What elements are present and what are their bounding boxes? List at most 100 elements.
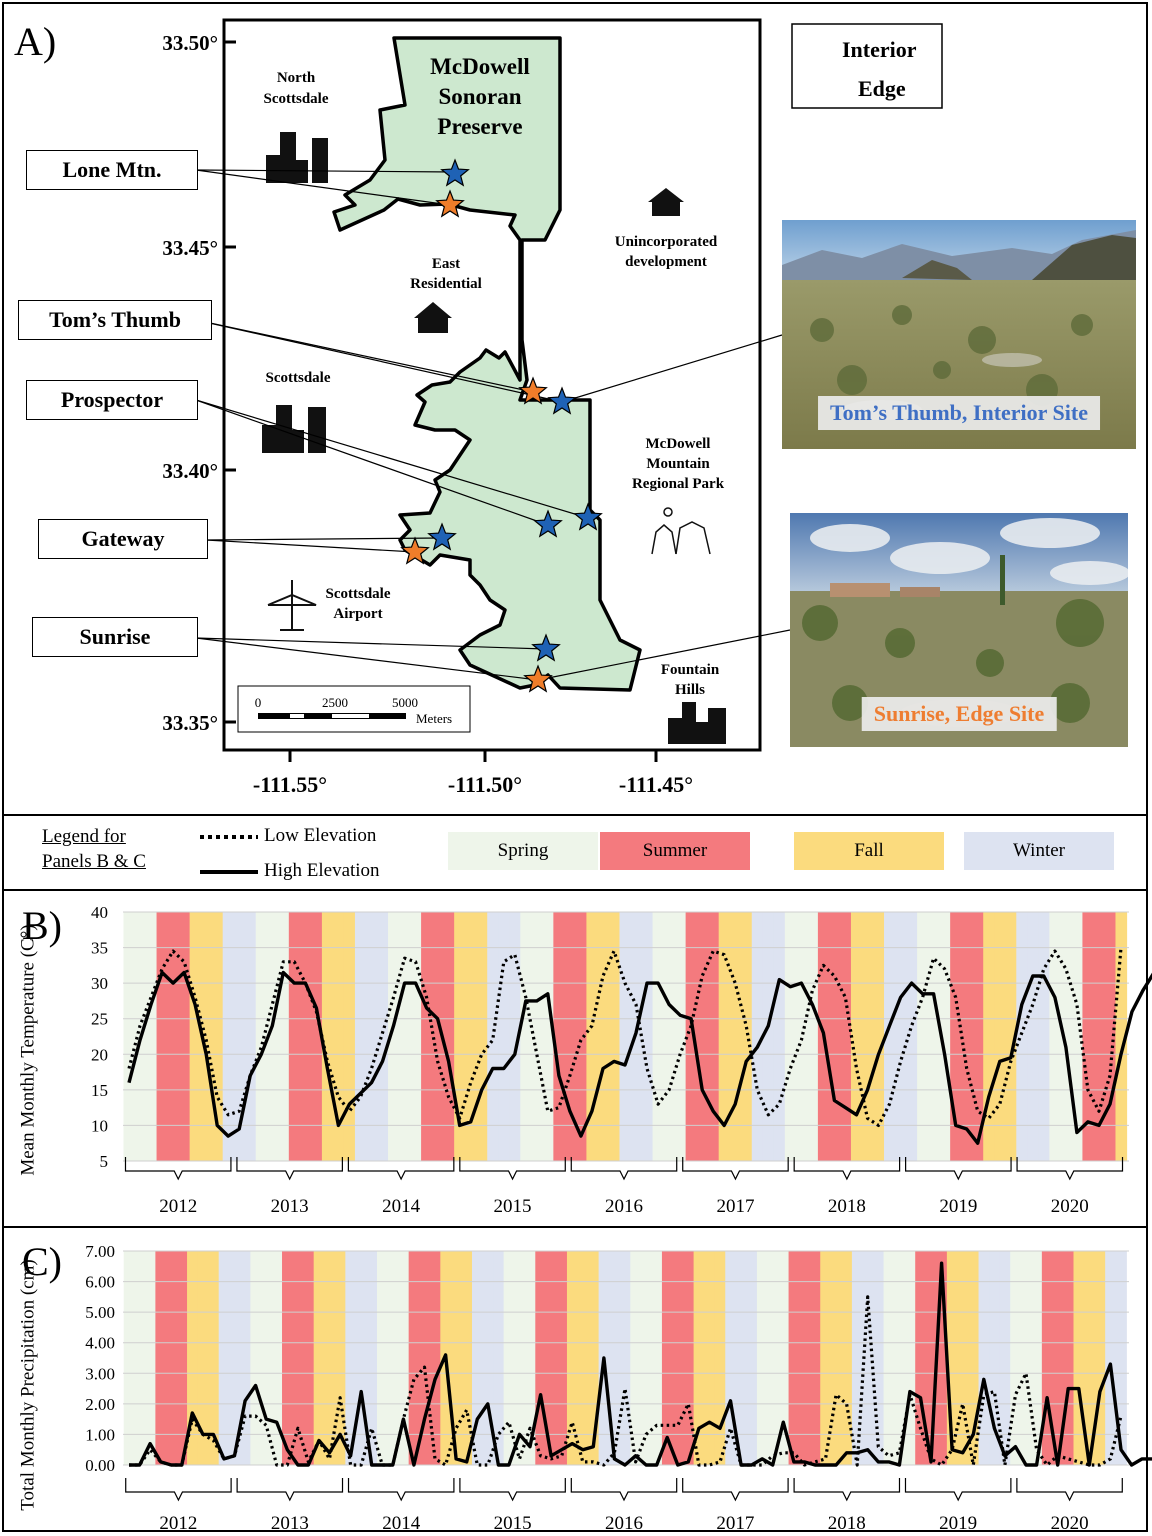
season-band: [229, 1251, 241, 1465]
season-band: [503, 1251, 515, 1465]
season-band: [377, 1251, 389, 1465]
year-label: 2012: [159, 1513, 197, 1532]
season-band: [740, 912, 753, 1161]
place-label: Residential: [410, 276, 482, 292]
season-band: [884, 912, 896, 1161]
season-band: [1084, 1251, 1096, 1465]
map-svg: 33.50° 33.45° 33.40° 33.35° -111.55° -11…: [162, 18, 943, 797]
scale-tick: 2500: [322, 695, 348, 710]
season-band: [809, 1251, 821, 1465]
year-bracket: [125, 1478, 232, 1502]
season-band: [946, 1251, 959, 1465]
preserve-name-line: Sonoran: [438, 84, 521, 109]
season-band: [167, 912, 180, 1161]
season-band: [310, 912, 323, 1161]
season-band: [1052, 1251, 1064, 1465]
season-band: [862, 1251, 874, 1465]
season-band: [1073, 1251, 1085, 1465]
season-band: [250, 1251, 262, 1465]
season-band: [577, 1251, 589, 1465]
year-label: 2013: [271, 1513, 309, 1532]
season-band: [313, 1251, 325, 1465]
season-band: [609, 1251, 621, 1465]
season-band: [465, 912, 477, 1161]
season-band: [950, 912, 962, 1161]
season-band: [767, 1251, 779, 1465]
season-band: [850, 912, 863, 1161]
y-tick-label: 2.00: [85, 1395, 115, 1414]
year-label: 2019: [939, 1196, 977, 1217]
season-band: [266, 912, 279, 1161]
y-tick-label: 10: [91, 1116, 108, 1135]
place-label: East: [432, 256, 460, 272]
season-band: [693, 1251, 705, 1465]
site-star-marker: [440, 158, 470, 187]
airplane-icon: [267, 580, 317, 631]
season-band: [454, 912, 466, 1161]
year-label: 2016: [605, 1513, 643, 1532]
place-label: Fountain: [661, 662, 720, 678]
photo-label-sunrise: Sunrise, Edge Site: [861, 697, 1057, 731]
season-band: [799, 1251, 811, 1465]
y-tick-label: 7.00: [85, 1242, 115, 1261]
city-icon: [266, 132, 328, 183]
season-band: [795, 912, 808, 1161]
site-star-marker: [547, 386, 577, 415]
place-label: Unincorporated: [615, 234, 718, 250]
site-label-toms-thumb: Tom’s Thumb: [18, 300, 212, 340]
season-band: [925, 1251, 937, 1465]
season-band: [1115, 912, 1128, 1161]
year-bracket: [459, 1157, 566, 1181]
season-band: [377, 912, 389, 1161]
site-star-marker: [573, 502, 603, 531]
legend-line-samples: [200, 835, 258, 874]
site-star-marker: [435, 189, 465, 218]
season-band: [883, 1251, 895, 1465]
season-band: [1038, 912, 1050, 1161]
place-label: Scottsdale: [326, 586, 391, 602]
season-band: [493, 1251, 505, 1465]
y-tick-label: 35: [91, 939, 108, 958]
season-band: [957, 1251, 969, 1465]
lat-tick: 33.40°: [162, 459, 218, 483]
season-band: [355, 1251, 368, 1465]
site-star-marker: [533, 509, 563, 538]
season-band: [936, 1251, 948, 1465]
season-band: [387, 1251, 399, 1465]
place-label: Airport: [333, 606, 382, 622]
year-label: 2020: [1051, 1196, 1089, 1217]
season-band: [1071, 912, 1084, 1161]
season-band: [725, 1251, 737, 1465]
season-band: [1104, 912, 1117, 1161]
season-band: [972, 912, 984, 1161]
season-band: [419, 1251, 431, 1465]
lon-tick: -111.45°: [619, 772, 693, 797]
season-band: [545, 1251, 558, 1465]
y-tick-label: 1.00: [85, 1425, 115, 1444]
year-bracket: [570, 1157, 678, 1181]
season-band: [830, 1251, 842, 1465]
year-bracket: [905, 1157, 1012, 1181]
season-band: [244, 912, 257, 1161]
season-swatch-fall: Fall: [794, 832, 944, 870]
season-band: [894, 1251, 906, 1465]
season-band: [588, 1251, 600, 1465]
place-label: Mountain: [646, 456, 710, 472]
lat-axis: 33.50° 33.45° 33.40° 33.35°: [162, 31, 236, 735]
season-band: [1049, 912, 1061, 1161]
season-band: [155, 1251, 167, 1465]
season-band: [630, 1251, 642, 1465]
place-label: North: [277, 70, 316, 86]
season-band: [652, 912, 665, 1161]
season-band: [788, 1251, 800, 1465]
season-band: [828, 912, 841, 1161]
season-band: [1010, 1251, 1022, 1465]
season-band: [619, 1251, 631, 1465]
year-label: 2018: [828, 1196, 866, 1217]
year-label: 2015: [494, 1513, 532, 1532]
site-label-gateway: Gateway: [38, 519, 208, 559]
season-band: [841, 1251, 853, 1465]
legend-interior-label: Interior: [842, 37, 917, 62]
site-label-lone-mtn: Lone Mtn.: [26, 150, 198, 190]
season-band: [165, 1251, 178, 1465]
